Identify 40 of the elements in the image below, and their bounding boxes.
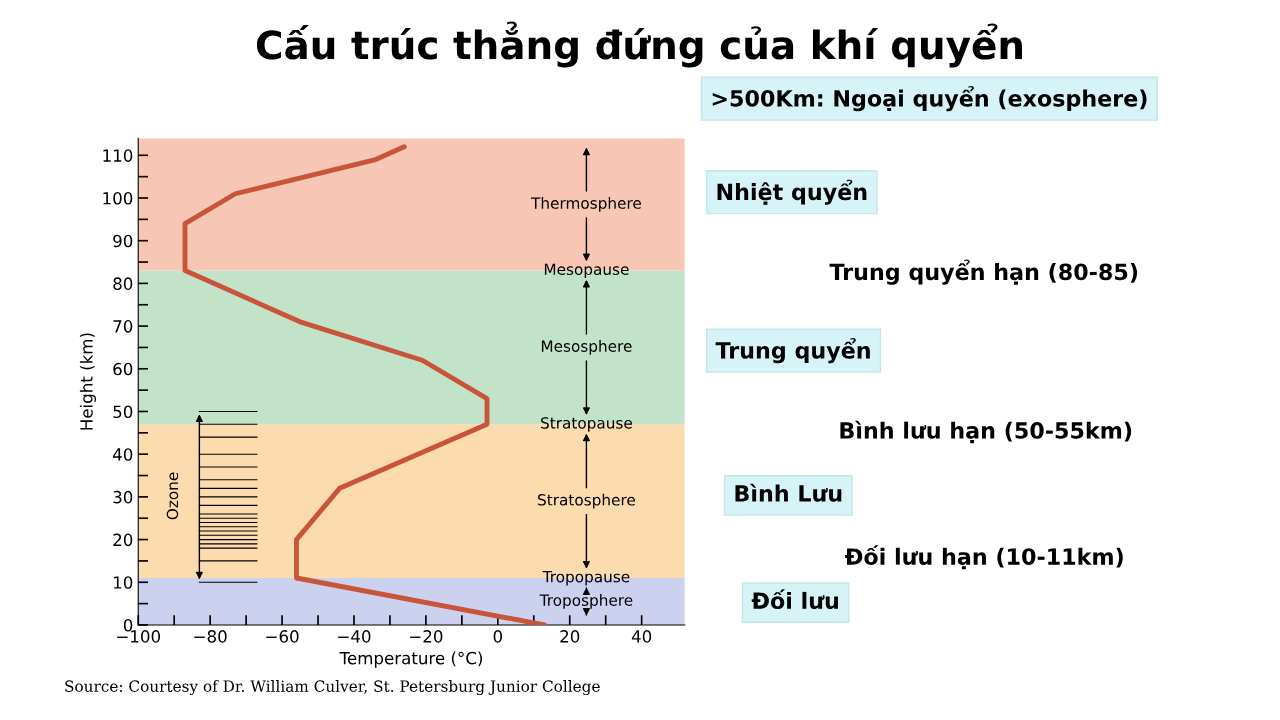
- text: Đối lưu hạn (10-11km): [845, 545, 1123, 570]
- x-tick-label: 0: [493, 630, 503, 643]
- y-tick-label: 100: [103, 191, 133, 205]
- y-tick-label: 110: [103, 149, 133, 162]
- x-tick-label: 40: [631, 630, 652, 643]
- source-note: Source: Courtesy of Dr. William Culver, St. Petersburg Junior College: [65, 680, 600, 696]
- x-tick-label: −60: [266, 630, 299, 643]
- y-tick-label: 0: [123, 618, 133, 632]
- x-tick-label: −80: [194, 630, 227, 643]
- x-tick-label: −20: [410, 630, 443, 643]
- y-tick-label: 70: [113, 320, 133, 333]
- y-tick-label: 50: [113, 405, 133, 419]
- y-tick-label: 30: [113, 490, 133, 504]
- text: Bình lưu hạn (50-55km): [840, 420, 1132, 444]
- band-label: Stratosphere: [538, 493, 635, 509]
- text: Trung quyển: [715, 338, 870, 364]
- text: >500Km: Ngoại quyển (exosphere): [712, 86, 1147, 112]
- y-tick-label: 80: [113, 277, 133, 290]
- x-tick-label: −100: [117, 630, 161, 643]
- annotation: Ozone: [166, 472, 179, 520]
- annotation: Tropopause: [542, 571, 630, 586]
- x-tick-label: 20: [560, 630, 580, 643]
- band-label: Troposphere: [539, 594, 633, 609]
- band-label: Mesosphere: [541, 340, 632, 355]
- text: Trung quyển hạn (80-85): [829, 259, 1138, 285]
- y-tick-label: 10: [114, 576, 133, 589]
- annotation: Mesopause: [544, 263, 629, 278]
- band-label: Thermosphere: [531, 197, 641, 212]
- y-axis-title: Height (km): [79, 333, 97, 430]
- text: Đối lưu: [751, 589, 838, 610]
- text: Bình Lưu: [735, 483, 842, 502]
- y-tick-label: 90: [113, 234, 133, 248]
- annotation: Stratopause: [541, 417, 632, 432]
- x-axis-title: Temperature (°C): [339, 651, 483, 668]
- chart-title: Cấu trúc thẳng đứng của khí quyển: [256, 21, 1023, 68]
- y-tick-label: 20: [113, 533, 133, 547]
- x-tick-label: −40: [338, 630, 371, 643]
- y-tick-label: 40: [112, 448, 133, 461]
- text: Nhiệt quyển: [717, 179, 867, 205]
- y-tick-label: 60: [113, 362, 133, 376]
